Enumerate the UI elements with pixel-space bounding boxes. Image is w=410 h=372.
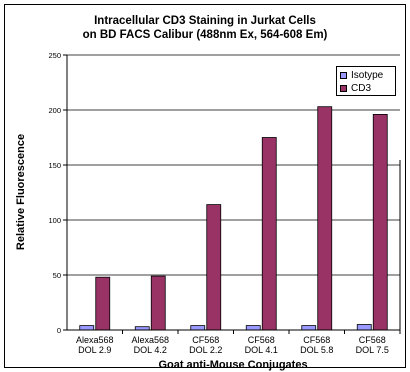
y-tick-label: 100 xyxy=(48,216,61,225)
x-category-label: DOL 7.5 xyxy=(356,345,389,355)
x-category-label: DOL 5.8 xyxy=(300,345,333,355)
legend: Isotype CD3 xyxy=(336,66,396,96)
bar-cd3 xyxy=(372,114,388,331)
x-axis-label: Goat anti-Mouse Conjugates xyxy=(158,359,307,371)
y-tick-label: 0 xyxy=(57,326,61,335)
chart-frame xyxy=(4,4,406,368)
bar-cd3 xyxy=(206,204,222,331)
legend-item-cd3: CD3 xyxy=(340,82,392,95)
x-category-label: Alexa568 xyxy=(76,335,114,345)
chart-subtitle: on BD FACS Calibur (488nm Ex, 564-608 Em… xyxy=(82,29,328,41)
x-category-label: CF568 xyxy=(192,335,219,345)
y-tick-label: 200 xyxy=(48,106,61,115)
x-category-label: DOL 2.2 xyxy=(189,345,222,355)
x-category-label: CF568 xyxy=(248,335,275,345)
y-tick-label: 250 xyxy=(48,51,61,60)
bar-cd3 xyxy=(95,276,111,331)
x-category-label: DOL 4.1 xyxy=(245,345,278,355)
legend-item-isotype: Isotype xyxy=(340,69,392,82)
legend-swatch-cd3 xyxy=(340,85,347,92)
x-category-label: DOL 4.2 xyxy=(134,345,167,355)
bar-cd3 xyxy=(317,106,333,331)
legend-label-isotype: Isotype xyxy=(351,70,384,81)
legend-swatch-isotype xyxy=(340,72,347,79)
legend-label-cd3: CD3 xyxy=(351,83,372,94)
bar-isotype xyxy=(245,325,261,331)
chart-title: Intracellular CD3 Staining in Jurkat Cel… xyxy=(94,15,316,27)
x-category-label: DOL 2.9 xyxy=(78,345,111,355)
bar-isotype xyxy=(190,325,206,331)
bar-cd3 xyxy=(150,275,166,331)
y-tick-label: 50 xyxy=(53,271,61,280)
x-category-label: CF568 xyxy=(303,335,330,345)
y-axis-label: Relative Fluorescence xyxy=(15,134,27,250)
x-category-label: Alexa568 xyxy=(131,335,169,345)
bar-isotype xyxy=(79,325,95,331)
bar-isotype xyxy=(301,325,317,331)
x-category-label: CF568 xyxy=(359,335,386,345)
bar-cd3 xyxy=(261,137,277,331)
bar-isotype xyxy=(356,324,372,331)
y-tick-label: 150 xyxy=(48,161,61,170)
